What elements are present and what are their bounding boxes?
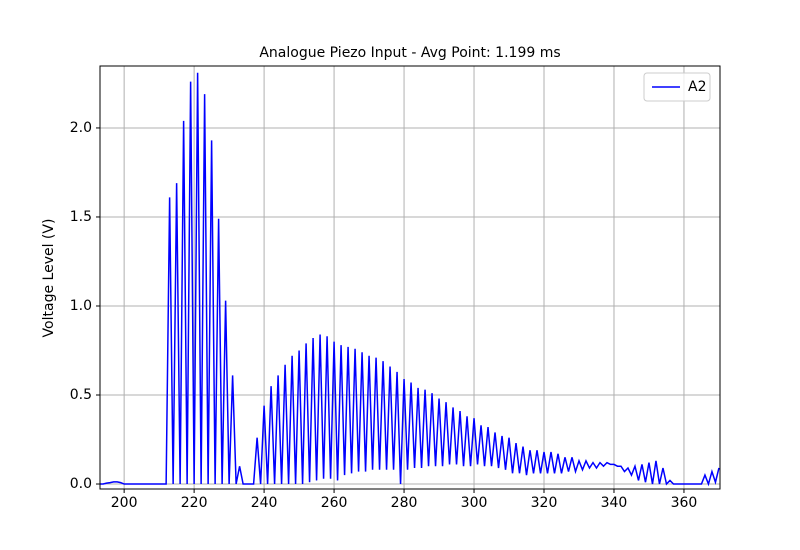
x-tick-label: 300 [461, 495, 488, 511]
y-tick-label: 1.0 [70, 298, 92, 314]
x-tick-label: 360 [671, 495, 698, 511]
y-tick-label: 2.0 [70, 120, 92, 136]
x-tick-label: 220 [181, 495, 208, 511]
y-tick-label: 0.5 [70, 387, 92, 403]
x-tick-label: 320 [531, 495, 558, 511]
y-axis-label: Voltage Level (V) [41, 219, 57, 338]
x-tick-label: 200 [111, 495, 138, 511]
plot-frame [99, 65, 721, 490]
x-tick-label: 280 [391, 495, 418, 511]
x-tick-label: 240 [251, 495, 278, 511]
x-tick-label: 340 [601, 495, 628, 511]
y-tick-label: 1.5 [70, 209, 92, 225]
y-tick-label: 0.0 [70, 476, 92, 492]
legend-label: A2 [688, 79, 706, 95]
chart-title: Analogue Piezo Input - Avg Point: 1.199 … [259, 45, 560, 61]
data-line [100, 72, 720, 487]
x-tick-label: 260 [321, 495, 348, 511]
